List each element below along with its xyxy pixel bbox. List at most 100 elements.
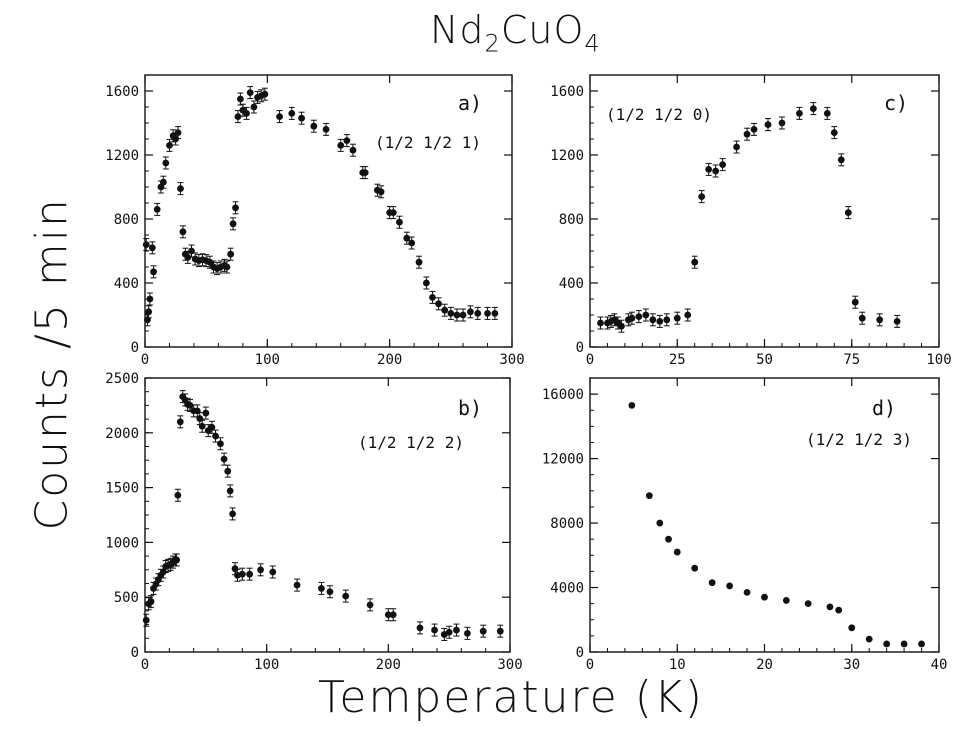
data-point <box>474 310 482 317</box>
data-point <box>835 606 843 614</box>
data-point <box>202 409 210 417</box>
y-tick-label: 0 <box>131 645 139 661</box>
data-point <box>453 311 461 319</box>
data-point <box>597 319 604 327</box>
data-point <box>343 137 351 145</box>
data-point <box>447 310 455 317</box>
data-point <box>179 228 187 236</box>
data-point <box>750 125 758 133</box>
panel-annotation: (1/2 1/2 1) <box>375 133 481 152</box>
data-point <box>719 161 727 169</box>
y-tick-label: 12000 <box>542 452 584 468</box>
data-point <box>665 535 672 543</box>
data-point <box>243 110 250 117</box>
x-tick-label: 0 <box>141 352 149 368</box>
data-point <box>441 306 449 314</box>
data-point <box>649 316 657 324</box>
data-point <box>269 568 277 576</box>
data-point <box>796 110 803 117</box>
data-point <box>159 178 167 186</box>
y-tick-label: 0 <box>576 340 584 356</box>
data-point <box>326 588 334 596</box>
data-point <box>691 564 699 572</box>
data-point <box>900 640 908 648</box>
data-point <box>445 628 453 636</box>
data-point <box>435 300 442 308</box>
data-point <box>635 313 643 320</box>
data-point <box>173 556 181 564</box>
y-tick-label: 800 <box>559 212 584 228</box>
data-point <box>246 570 254 578</box>
data-point <box>142 616 150 624</box>
y-tick-label: 500 <box>114 590 139 606</box>
data-point <box>459 311 467 319</box>
data-point <box>229 220 237 228</box>
x-tick-label: 0 <box>586 657 594 673</box>
y-tick-label: 800 <box>114 212 139 228</box>
data-point <box>712 167 720 175</box>
panel-label: c) <box>884 91 908 115</box>
y-tick-label: 2000 <box>105 426 139 442</box>
data-point <box>656 318 664 325</box>
data-point <box>491 310 499 317</box>
y-tick-label: 0 <box>131 340 139 356</box>
panel-annotation: (1/2 1/2 0) <box>606 105 712 124</box>
data-point <box>318 585 325 592</box>
data-point <box>431 626 438 634</box>
data-point <box>322 125 330 133</box>
data-point <box>238 570 246 578</box>
data-point <box>174 129 182 137</box>
y-tick-label: 2500 <box>105 371 139 387</box>
data-point <box>366 601 374 609</box>
data-point <box>726 582 733 590</box>
data-point <box>162 159 170 167</box>
data-point <box>174 491 182 499</box>
x-tick-label: 300 <box>499 352 524 368</box>
y-tick-label: 8000 <box>550 516 584 532</box>
data-point <box>830 129 838 137</box>
data-point <box>146 295 154 303</box>
data-point <box>645 492 653 500</box>
data-point <box>883 640 891 648</box>
y-tick-label: 1200 <box>105 148 139 164</box>
data-point <box>858 314 866 322</box>
data-point <box>642 311 650 319</box>
data-point <box>698 193 706 201</box>
title-subscript-4: 4 <box>584 29 601 58</box>
data-point <box>823 110 831 117</box>
data-point <box>145 308 153 316</box>
data-point <box>288 110 296 117</box>
figure-title: Nd2CuO4 <box>430 8 601 58</box>
data-point <box>293 581 301 589</box>
y-tick-label: 0 <box>576 645 584 661</box>
data-point <box>166 142 173 149</box>
x-tick-label: 25 <box>669 352 686 368</box>
data-point <box>804 600 812 608</box>
y-tick-label: 1600 <box>550 84 584 100</box>
x-tick-label: 300 <box>497 657 522 673</box>
data-point <box>148 244 156 252</box>
panel-label: b) <box>458 396 482 420</box>
data-point <box>220 455 228 463</box>
y-tick-label: 16000 <box>542 387 584 403</box>
data-point <box>496 627 504 635</box>
data-point <box>229 510 237 518</box>
data-point <box>743 588 751 596</box>
x-tick-label: 200 <box>376 657 401 673</box>
data-point <box>848 624 856 632</box>
panel-label: a) <box>458 91 482 115</box>
data-point <box>298 114 305 122</box>
y-tick-label: 1500 <box>105 481 139 497</box>
x-tick-label: 0 <box>141 657 149 673</box>
data-point <box>809 105 817 112</box>
data-point <box>234 113 242 120</box>
y-tick-label: 1200 <box>550 148 584 164</box>
x-tick-label: 0 <box>586 352 594 368</box>
data-point <box>377 188 385 196</box>
panel-frame <box>144 74 513 348</box>
x-axis-label: Temperature (K) <box>318 672 704 723</box>
panel-annotation: (1/2 1/2 3) <box>806 430 912 449</box>
data-point <box>628 314 636 322</box>
x-tick-label: 10 <box>669 657 686 673</box>
